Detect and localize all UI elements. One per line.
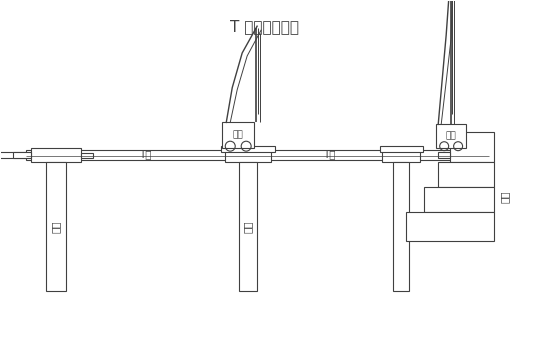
Bar	[450, 132, 494, 162]
Bar	[407, 212, 494, 241]
Bar	[46, 162, 66, 291]
Text: 桥墩: 桥墩	[51, 220, 61, 233]
Bar	[436, 124, 466, 148]
Bar	[438, 152, 450, 158]
Text: T梁: T梁	[324, 149, 336, 159]
Bar	[0, 152, 26, 158]
Bar	[222, 122, 254, 148]
Bar	[394, 162, 409, 291]
Bar	[81, 153, 93, 158]
Bar	[380, 146, 423, 152]
Bar	[31, 148, 81, 162]
Text: 吊车: 吊车	[233, 131, 244, 140]
Bar	[13, 152, 31, 158]
Bar	[438, 162, 494, 187]
Text: T 梁拆除立面图: T 梁拆除立面图	[230, 19, 299, 34]
Text: 桥墩: 桥墩	[243, 220, 253, 233]
Bar	[239, 162, 257, 291]
Bar	[382, 148, 421, 162]
Text: 吊车: 吊车	[446, 132, 456, 141]
Bar	[424, 187, 494, 212]
Bar	[26, 150, 489, 160]
Bar	[221, 146, 275, 152]
Bar	[225, 148, 271, 162]
Text: T梁: T梁	[139, 149, 152, 159]
Text: 桥台: 桥台	[500, 191, 510, 203]
